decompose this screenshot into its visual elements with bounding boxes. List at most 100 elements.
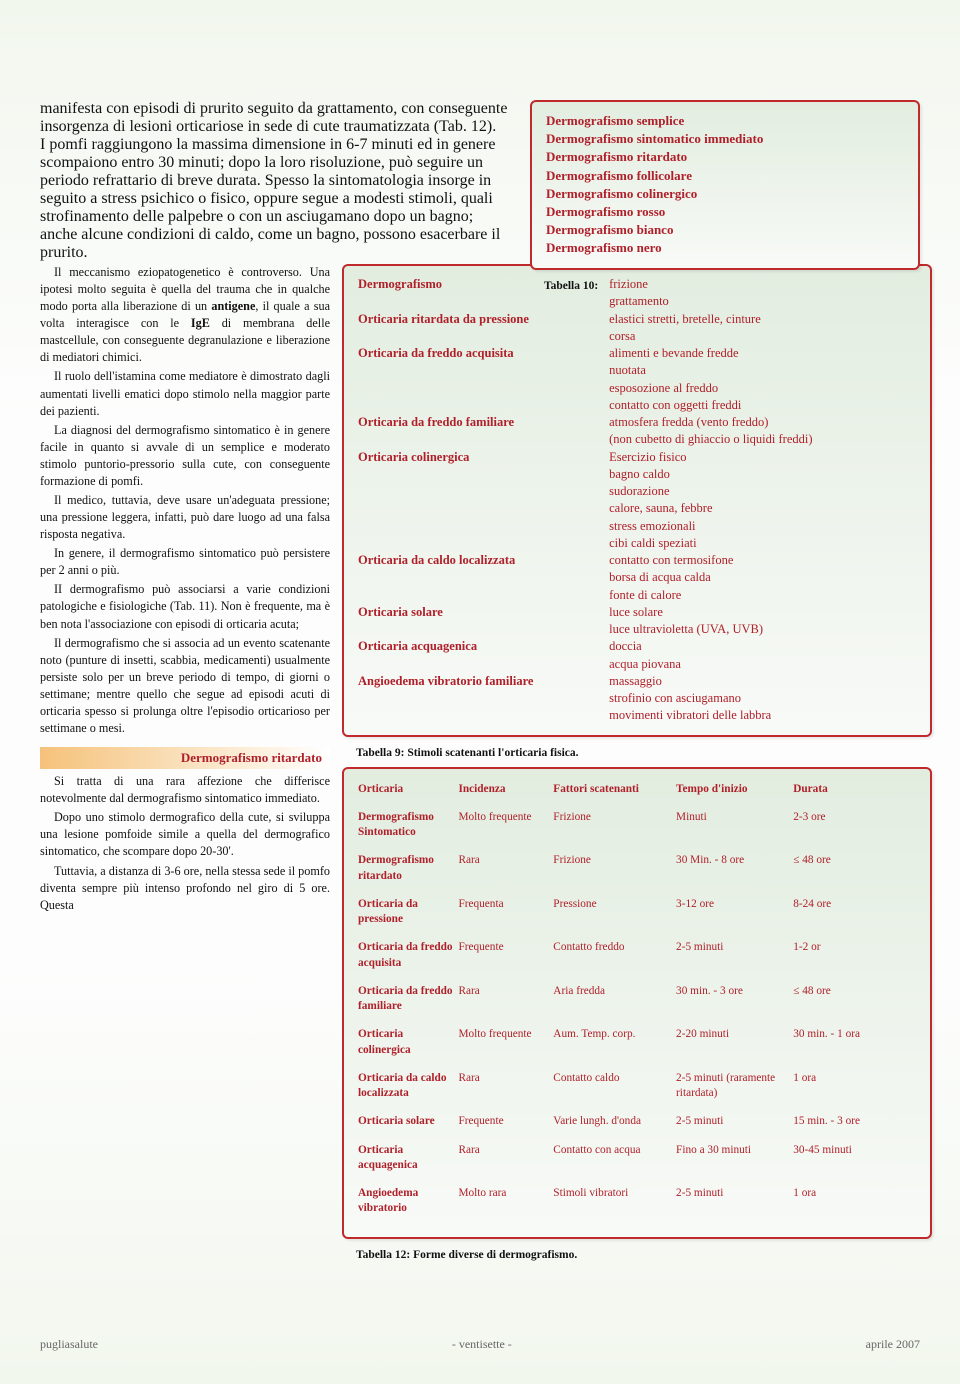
- table-10-item: Dermografismo bianco: [546, 221, 904, 239]
- table-12: OrticariaIncidenzaFattori scatenantiTemp…: [358, 779, 916, 1220]
- para-11: Dopo uno stimolo dermografico della cute…: [40, 809, 330, 860]
- table-12-cell: Rara: [458, 1143, 553, 1174]
- footer-center: - ventisette -: [452, 1337, 512, 1352]
- table-9-stimuli: massaggiostrofinio con asciugamanomovime…: [609, 673, 916, 725]
- table-9-condition: Orticaria acquagenica: [358, 638, 609, 673]
- table-12-cell: Aria fredda: [553, 984, 676, 1015]
- table-12-cell: Frequenta: [458, 897, 553, 928]
- table-12-cell: Dermografismo Sintomatico: [358, 810, 458, 841]
- table-12-box: OrticariaIncidenzaFattori scatenantiTemp…: [342, 767, 932, 1239]
- table-9-stimuli: luce solareluce ultravioletta (UVA, UVB): [609, 604, 916, 639]
- table-12-row: Orticaria da caldo localizzataRaraContat…: [358, 1068, 916, 1105]
- table-12-header-cell: Tempo d'inizio: [676, 782, 793, 797]
- table-12-cell: Frizione: [553, 810, 676, 841]
- table-10-caption: Tabella 10:: [530, 278, 920, 300]
- table-12-cell: 30 Min. - 8 ore: [676, 853, 793, 884]
- table-12-header-cell: Fattori scatenanti: [553, 782, 676, 797]
- table-9-stimuli: elastici stretti, bretelle, cinturecorsa: [609, 311, 916, 346]
- table-10-item: Dermografismo semplice: [546, 112, 904, 130]
- para-10: Si tratta di una rara affezione che diff…: [40, 773, 330, 807]
- table-9-condition: Orticaria da freddo acquisita: [358, 345, 609, 414]
- table-12-cell: Molto frequente: [458, 810, 553, 841]
- table-12-row: Dermografismo SintomaticoMolto frequente…: [358, 807, 916, 844]
- table-10-box: Dermografismo sempliceDermografismo sint…: [530, 100, 920, 270]
- table-12-cell: Molto frequente: [458, 1027, 553, 1058]
- table-10-item: Dermografismo nero: [546, 239, 904, 257]
- table-12-cell: Frequente: [458, 940, 553, 971]
- para-9: Il dermografismo che si associa ad un ev…: [40, 635, 330, 737]
- table-12-cell: 1 ora: [793, 1071, 916, 1102]
- table-12-cell: 2-5 minuti (raramente ritardata): [676, 1071, 793, 1102]
- table-9-condition: Orticaria colinergica: [358, 449, 609, 553]
- table-12-caption: Tabella 12: Forme diverse di dermografis…: [342, 1247, 932, 1269]
- table-12-cell: Orticaria solare: [358, 1114, 458, 1129]
- table-12-cell: Orticaria da freddo acquisita: [358, 940, 458, 971]
- table-12-header-cell: Incidenza: [458, 782, 553, 797]
- table-12-cell: Aum. Temp. corp.: [553, 1027, 676, 1058]
- table-9-box: DermografismofrizionegrattamentoOrticari…: [342, 264, 932, 737]
- table-12-cell: Pressione: [553, 897, 676, 928]
- right-column: DermografismofrizionegrattamentoOrticari…: [342, 264, 932, 1269]
- table-12-cell: Fino a 30 minuti: [676, 1143, 793, 1174]
- table-12-cell: Orticaria da caldo localizzata: [358, 1071, 458, 1102]
- table-12-row: Angioedema vibratorioMolto raraStimoli v…: [358, 1183, 916, 1220]
- table-12-cell: Orticaria da freddo familiare: [358, 984, 458, 1015]
- table-12-cell: Contatto con acqua: [553, 1143, 676, 1174]
- table-12-row: Orticaria colinergicaMolto frequenteAum.…: [358, 1024, 916, 1061]
- table-12-header: OrticariaIncidenzaFattori scatenantiTemp…: [358, 779, 916, 801]
- para-6: Il medico, tuttavia, deve usare un'adegu…: [40, 492, 330, 543]
- table-12-row: Orticaria da pressioneFrequentaPressione…: [358, 894, 916, 931]
- table-12-cell: Dermografismo ritardato: [358, 853, 458, 884]
- table-10-item: Dermografismo colinergico: [546, 185, 904, 203]
- table-12-cell: Rara: [458, 984, 553, 1015]
- heading-dermografismo-ritardato: Dermografismo ritardato: [40, 747, 330, 769]
- para-8: II dermografismo può associarsi a varie …: [40, 581, 330, 632]
- table-12-cell: Rara: [458, 853, 553, 884]
- table-12-cell: Minuti: [676, 810, 793, 841]
- table-12-cell: 2-3 ore: [793, 810, 916, 841]
- table-12-cell: 8-24 ore: [793, 897, 916, 928]
- table-12-cell: Contatto freddo: [553, 940, 676, 971]
- table-9-stimuli: atmosfera fredda (vento freddo)(non cube…: [609, 414, 916, 449]
- table-9-condition: Orticaria da caldo localizzata: [358, 552, 609, 604]
- footer-left: pugliasalute: [40, 1337, 98, 1352]
- table-9-stimuli: docciaacqua piovana: [609, 638, 916, 673]
- table-9-stimuli: contatto con termosifoneborsa di acqua c…: [609, 552, 916, 604]
- table-12-cell: 30-45 minuti: [793, 1143, 916, 1174]
- table-9-condition: Orticaria da freddo familiare: [358, 414, 609, 449]
- table-9-stimuli: alimenti e bevande freddenuotataesposozi…: [609, 345, 916, 414]
- table-10-item: Dermografismo ritardato: [546, 148, 904, 166]
- table-9-stimuli: Esercizio fisicobagno caldosudorazioneca…: [609, 449, 916, 553]
- table-9-caption: Tabella 9: Stimoli scatenanti l'orticari…: [342, 745, 932, 767]
- table-12-cell: 30 min. - 3 ore: [676, 984, 793, 1015]
- table-12-cell: Contatto caldo: [553, 1071, 676, 1102]
- table-9-condition: Orticaria ritardata da pressione: [358, 311, 609, 346]
- table-12-cell: Angioedema vibratorio: [358, 1186, 458, 1217]
- table-12-cell: 30 min. - 1 ora: [793, 1027, 916, 1058]
- table-12-row: Orticaria acquagenicaRaraContatto con ac…: [358, 1140, 916, 1177]
- table-12-cell: 1 ora: [793, 1186, 916, 1217]
- para-5: La diagnosi del dermografismo sintomatic…: [40, 422, 330, 490]
- para-4: Il ruolo dell'istamina come mediatore è …: [40, 368, 330, 419]
- footer-right: aprile 2007: [866, 1337, 920, 1352]
- table-12-cell: Orticaria da pressione: [358, 897, 458, 928]
- table-9-condition: Angioedema vibratorio familiare: [358, 673, 609, 725]
- table-12-cell: 1-2 or: [793, 940, 916, 971]
- table-12-cell: 15 min. - 3 ore: [793, 1114, 916, 1129]
- table-9-condition: Orticaria solare: [358, 604, 609, 639]
- table-12-row: Dermografismo ritardatoRaraFrizione30 Mi…: [358, 850, 916, 887]
- table-12-cell: 3-12 ore: [676, 897, 793, 928]
- para-1: manifesta con episodi di prurito seguito…: [40, 100, 510, 136]
- table-12-header-cell: Orticaria: [358, 782, 458, 797]
- para-7: In genere, il dermografismo sintomatico …: [40, 545, 330, 579]
- table-12-cell: Orticaria colinergica: [358, 1027, 458, 1058]
- page-footer: pugliasalute - ventisette - aprile 2007: [40, 1337, 920, 1352]
- table-12-row: Orticaria da freddo acquisitaFrequenteCo…: [358, 937, 916, 974]
- table-12-cell: 2-5 minuti: [676, 1114, 793, 1129]
- left-column: Il meccanismo eziopatogenetico è controv…: [40, 264, 330, 1269]
- para-3: Il meccanismo eziopatogenetico è controv…: [40, 264, 330, 366]
- table-12-cell: 2-5 minuti: [676, 1186, 793, 1217]
- para-3-bold2: IgE: [191, 316, 210, 330]
- table-12-cell: Orticaria acquagenica: [358, 1143, 458, 1174]
- table-10-item: Dermografismo rosso: [546, 203, 904, 221]
